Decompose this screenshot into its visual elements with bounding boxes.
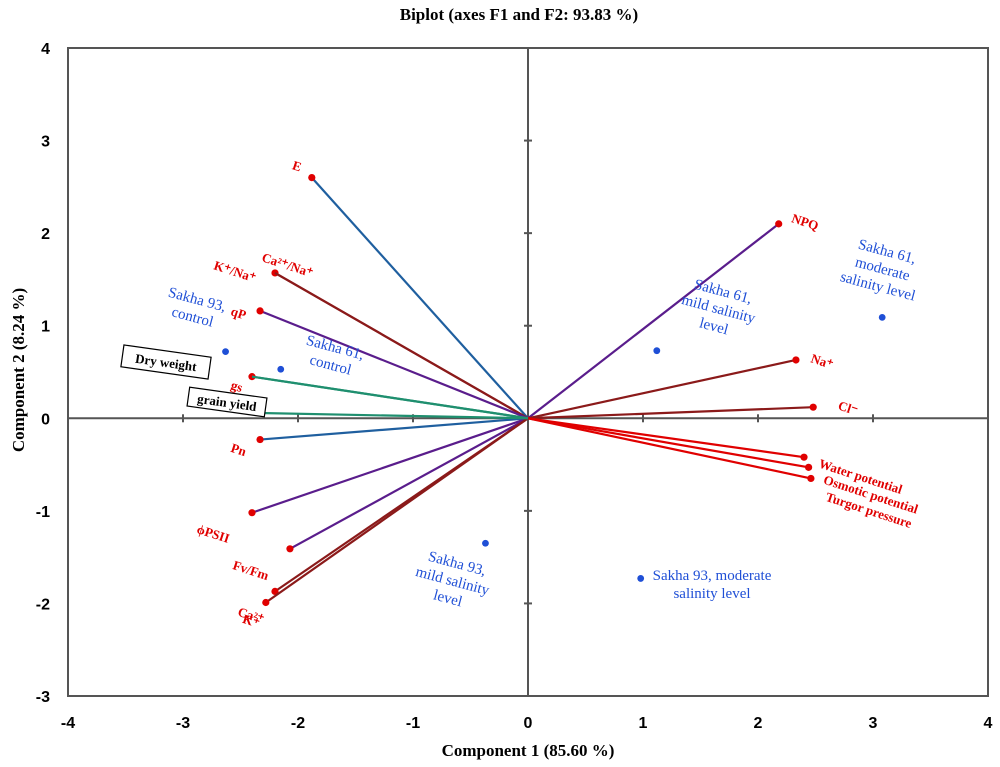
variable-vector <box>527 417 805 459</box>
variable-vector <box>310 176 529 420</box>
variable-point <box>792 356 800 364</box>
variable-point <box>800 453 808 461</box>
variable-point <box>775 220 783 228</box>
variable-label: Fv/Fm <box>231 557 271 583</box>
observation-label-line: salinity level <box>673 586 750 602</box>
variable-label: gs <box>229 377 245 395</box>
tick-group: -4 -3 -2 -1 0 1 2 3 4 -3 -2 -1 0 1 2 3 4 <box>36 41 993 732</box>
variable-vectors <box>245 174 817 607</box>
variable-vector <box>274 271 529 420</box>
y-tick-label: -1 <box>36 504 50 521</box>
y-tick-label: 4 <box>41 41 50 58</box>
y-tick-label: -2 <box>36 596 50 613</box>
observation-label: Sakha 61,moderatesalinity level <box>838 234 926 304</box>
observation-point <box>637 575 645 582</box>
x-tick-label: 1 <box>639 715 648 732</box>
variable-label: Cl⁻ <box>836 398 860 418</box>
x-tick-label: 0 <box>524 715 533 732</box>
variable-point <box>805 463 813 471</box>
variable-label: Ca²⁺/Na⁺ <box>260 250 315 281</box>
label-box <box>186 386 268 418</box>
x-tick-label: -2 <box>291 715 305 732</box>
label-box <box>120 344 212 380</box>
variable-point <box>271 587 279 595</box>
variable-label: Pn <box>229 440 249 459</box>
boxed-variable-label: Dry weight <box>120 344 212 380</box>
variable-vector <box>527 223 780 420</box>
observation-label: Sakha 93, moderate salinity level <box>653 568 772 602</box>
variable-label: Na⁺ <box>809 351 835 372</box>
observation-label: Sakha 93,mild salinitylevel <box>409 547 496 617</box>
observation-point <box>653 347 661 355</box>
y-tick-label: -3 <box>36 689 50 706</box>
variable-vector <box>527 417 812 480</box>
boxed-variable-label: grain yield <box>186 386 268 418</box>
observation-label: Sakha 61,control <box>300 333 366 381</box>
variable-vector <box>527 358 797 420</box>
variable-vector <box>265 417 529 604</box>
observation-label: Sakha 93,control <box>162 285 228 333</box>
variable-vector <box>245 411 529 420</box>
observation-point <box>482 539 489 547</box>
x-axis-label: Component 1 (85.60 %) <box>442 741 615 760</box>
y-tick-label: 1 <box>41 319 50 336</box>
observation-label-line: level <box>432 587 464 610</box>
x-tick-label: -4 <box>61 715 75 732</box>
chart-title: Biplot (axes F1 and F2: 93.83 %) <box>400 5 638 24</box>
variable-label: E <box>291 158 304 175</box>
x-tick-label: 2 <box>754 715 763 732</box>
x-tick-label: 3 <box>869 715 878 732</box>
observation-points <box>222 313 886 582</box>
variable-vector <box>251 417 529 514</box>
variable-vector <box>527 417 809 469</box>
variable-label: NPQ <box>790 210 821 233</box>
y-axis-label: Component 2 (8.24 %) <box>9 288 28 452</box>
y-tick-label: 3 <box>41 134 50 151</box>
variable-point <box>262 598 270 607</box>
variable-label: K⁺ <box>241 611 262 631</box>
variable-point <box>807 474 815 483</box>
observation-label: Sakha 61,mild salinitylevel <box>675 275 762 345</box>
variable-vector <box>289 417 529 550</box>
observation-point <box>878 313 886 321</box>
variable-point <box>256 435 264 444</box>
x-tick-label: -1 <box>406 715 420 732</box>
observation-point <box>222 348 229 356</box>
x-tick-label: 4 <box>984 715 993 732</box>
variable-vector <box>259 417 529 441</box>
variable-point <box>308 174 316 182</box>
variable-label: qP <box>229 303 248 322</box>
variable-vector <box>259 309 529 420</box>
variable-point <box>286 545 294 553</box>
variable-point <box>809 403 817 411</box>
observation-label-line: Sakha 93, moderate <box>653 568 772 584</box>
x-tick-label: -3 <box>176 715 190 732</box>
variable-vector <box>527 406 814 420</box>
observation-label-line: level <box>698 315 730 338</box>
variable-point <box>256 307 264 315</box>
y-tick-label: 0 <box>41 411 50 428</box>
variable-vector <box>251 375 529 420</box>
variable-point <box>248 509 256 517</box>
variable-label: K⁺/Na⁺ <box>212 258 258 286</box>
observation-point <box>277 365 285 373</box>
y-tick-label: 2 <box>41 226 50 243</box>
variable-label: ϕPSII <box>195 521 231 546</box>
